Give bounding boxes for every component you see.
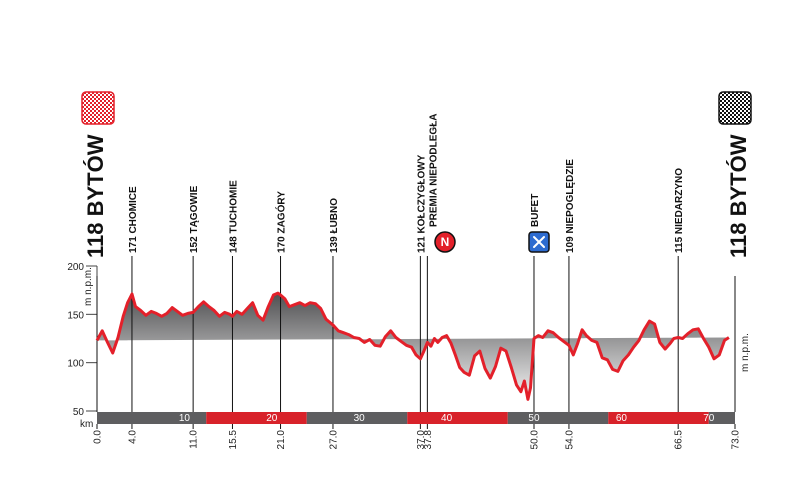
y-tick-label: 50 <box>73 407 85 418</box>
waypoint-label: 115 NIEDARZYNO <box>674 168 685 253</box>
elevation-line <box>95 291 730 401</box>
km-band-label: 30 <box>354 413 366 424</box>
elevation-area <box>97 293 729 400</box>
km-band-label: 60 <box>616 413 628 424</box>
km-band-segment <box>407 412 508 424</box>
finish-label: 118 BYTÓW <box>726 134 751 258</box>
x-tick-label: 50.0 <box>529 430 540 450</box>
waypoint-label: 170 ZAGÓRY <box>275 191 288 253</box>
x-axis-ticks: 0.0 4.0 11.0 15.5 21.0 27.0 37.037.8 50.0 54.0 66… <box>93 424 742 449</box>
km-band-label: 70 <box>703 413 715 424</box>
finish-flag-icon <box>718 91 752 125</box>
km-band-segment <box>708 412 735 424</box>
x-axis-unit-label: km <box>80 419 93 430</box>
km-band-label: 40 <box>441 413 453 424</box>
waypoint-label: BUFET <box>530 194 541 227</box>
start-flag-icon <box>81 91 115 125</box>
km-band-label: 20 <box>266 413 278 424</box>
waypoint-label: 139 ŁUBNO <box>329 198 340 253</box>
premium-icon-letter: N <box>441 235 450 249</box>
y-axis-unit-label: m n.p.m. <box>83 267 94 306</box>
x-tick-label: 21.0 <box>276 430 287 450</box>
x-tick-label: 11.0 <box>189 430 200 449</box>
km-band-segment <box>206 412 307 424</box>
x-tick-label: 37.0 <box>416 430 427 450</box>
x-tick-label: 4.0 <box>127 430 138 444</box>
km-band-segment <box>306 412 408 424</box>
km-band-label: 50 <box>528 413 540 424</box>
y-tick-label: 100 <box>67 359 84 370</box>
waypoint-label: 121 KOŁCZYGŁOWY <box>416 154 427 253</box>
km-band-segment <box>608 412 709 424</box>
y-axis-unit-label-right: m n.p.m. <box>740 333 751 372</box>
waypoint-label: PREMIA NIEPODLEGŁA <box>428 113 439 227</box>
km-band-segment <box>97 412 207 424</box>
km-band: 10 20 30 40 50 60 70 <box>97 412 735 424</box>
waypoint-label: 171 CHOMICE <box>128 186 139 253</box>
x-tick-label: 73.0 <box>731 430 742 450</box>
waypoint-labels: 171 CHOMICE 152 TĄGOWIE 148 TUCHOMIE 170 ZA… <box>128 113 685 253</box>
waypoint-lines <box>96 256 736 412</box>
x-tick-label: 15.5 <box>228 430 239 450</box>
feed-zone-cutlery-icon <box>528 231 550 253</box>
x-tick-label: 37.8 <box>423 430 434 450</box>
start-label: 118 BYTÓW <box>83 134 108 258</box>
premium-sprint-icon: N <box>434 231 456 253</box>
y-tick-label: 200 <box>67 262 84 273</box>
km-band-label: 10 <box>179 413 191 424</box>
x-tick-label: 0.0 <box>93 430 104 444</box>
x-tick-label: 66.5 <box>674 430 685 450</box>
waypoint-label: 109 NIEPOGLĘDZIE <box>565 159 576 253</box>
x-tick-label: 27.0 <box>328 430 339 450</box>
x-tick-label: 54.0 <box>564 430 575 450</box>
waypoint-label: 148 TUCHOMIE <box>228 180 239 253</box>
km-band-segment <box>507 412 609 424</box>
y-tick-label: 150 <box>67 310 84 321</box>
waypoint-label: 152 TĄGOWIE <box>189 185 200 253</box>
